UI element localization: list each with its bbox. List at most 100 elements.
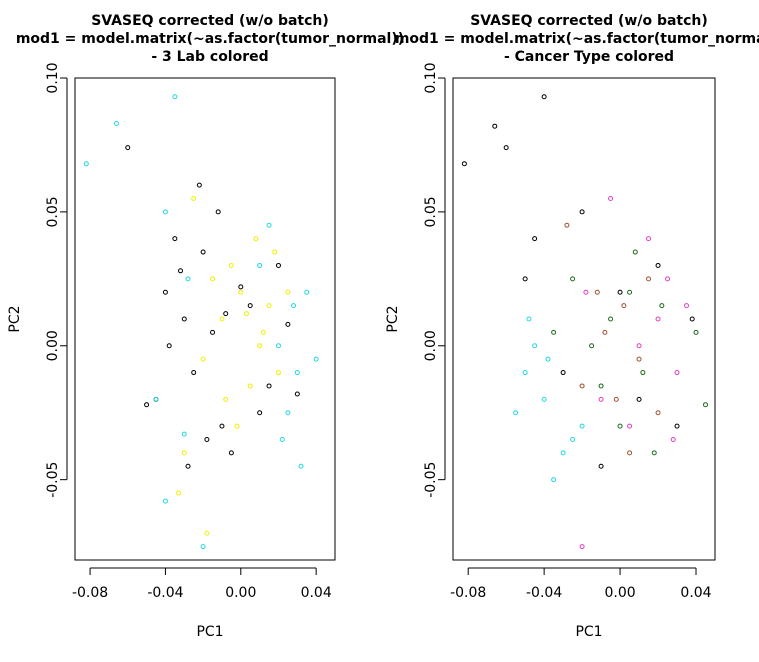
y-tick-label: 0.00 (45, 330, 61, 361)
point (223, 396, 229, 402)
point (210, 276, 216, 282)
x-tick-label: 0.00 (225, 585, 256, 601)
point (513, 410, 519, 416)
point (210, 329, 216, 335)
x-tick-label: 0.00 (604, 585, 635, 601)
point (589, 343, 595, 349)
point (219, 423, 225, 429)
point (196, 182, 202, 188)
point (275, 343, 281, 349)
point (461, 161, 467, 167)
point (627, 289, 633, 295)
point (532, 236, 538, 242)
point (674, 370, 680, 376)
point (215, 209, 221, 215)
point (219, 316, 225, 322)
point (579, 423, 585, 429)
x-axis-label: PC1 (196, 624, 223, 640)
chart-title: SVASEQ corrected (w/o batch) (470, 13, 708, 29)
x-tick-label: -0.08 (450, 585, 486, 601)
point (564, 222, 570, 228)
plot-box (452, 77, 716, 561)
point (200, 249, 206, 255)
point (191, 370, 197, 376)
point (689, 316, 695, 322)
x-tick-label: -0.08 (72, 585, 108, 601)
point (223, 311, 229, 317)
point (257, 343, 263, 349)
point (113, 121, 119, 127)
point (228, 450, 234, 456)
point (266, 383, 272, 389)
point (665, 276, 671, 282)
point (313, 356, 319, 362)
point (272, 249, 278, 255)
point (200, 356, 206, 362)
point (655, 262, 661, 268)
point (492, 123, 498, 129)
x-tick-label: -0.04 (147, 585, 183, 601)
point (594, 289, 600, 295)
plot-box (74, 77, 336, 561)
point (579, 383, 585, 389)
point (646, 236, 652, 242)
point (176, 490, 182, 496)
y-axis-label: PC2 (7, 305, 23, 332)
point (266, 222, 272, 228)
chart-title: SVASEQ corrected (w/o batch) (91, 13, 329, 29)
point (532, 343, 538, 349)
point (247, 383, 253, 389)
point (166, 343, 172, 349)
point (655, 410, 661, 416)
y-tick-label: 0.00 (423, 330, 439, 361)
point (275, 370, 281, 376)
point (275, 262, 281, 268)
point (579, 209, 585, 215)
point (602, 329, 608, 335)
point (247, 303, 253, 309)
point (570, 437, 576, 442)
point (703, 402, 709, 408)
point (693, 329, 699, 335)
point (304, 289, 310, 295)
point (617, 289, 623, 295)
point (627, 450, 633, 456)
point (621, 303, 627, 309)
chart-title: - 3 Lab colored (151, 49, 268, 65)
point (153, 396, 159, 402)
y-tick-label: 0.05 (45, 196, 61, 227)
y-tick-label: 0.10 (45, 62, 61, 93)
point (541, 94, 547, 100)
point (238, 289, 244, 295)
point (674, 423, 680, 429)
point (181, 450, 187, 456)
point (162, 498, 168, 504)
point (253, 236, 259, 242)
point (636, 343, 642, 349)
point (636, 396, 642, 402)
point (503, 145, 509, 151)
point (560, 450, 566, 456)
point (144, 402, 150, 408)
point (608, 316, 614, 322)
point (228, 262, 234, 268)
point (632, 249, 638, 255)
y-tick-label: 0.05 (423, 196, 439, 227)
x-tick-label: 0.04 (301, 585, 332, 601)
point (181, 316, 187, 322)
y-axis-label: PC2 (385, 305, 401, 332)
point (526, 316, 532, 322)
point (617, 423, 623, 429)
point (234, 423, 240, 429)
point (545, 356, 551, 362)
point (238, 284, 244, 290)
point (598, 396, 604, 402)
point (522, 370, 528, 376)
point (83, 161, 89, 167)
y-tick-label: -0.05 (45, 462, 61, 498)
point (172, 236, 178, 242)
point (181, 431, 187, 437)
point (291, 303, 297, 309)
point (598, 463, 604, 469)
point (260, 329, 266, 335)
